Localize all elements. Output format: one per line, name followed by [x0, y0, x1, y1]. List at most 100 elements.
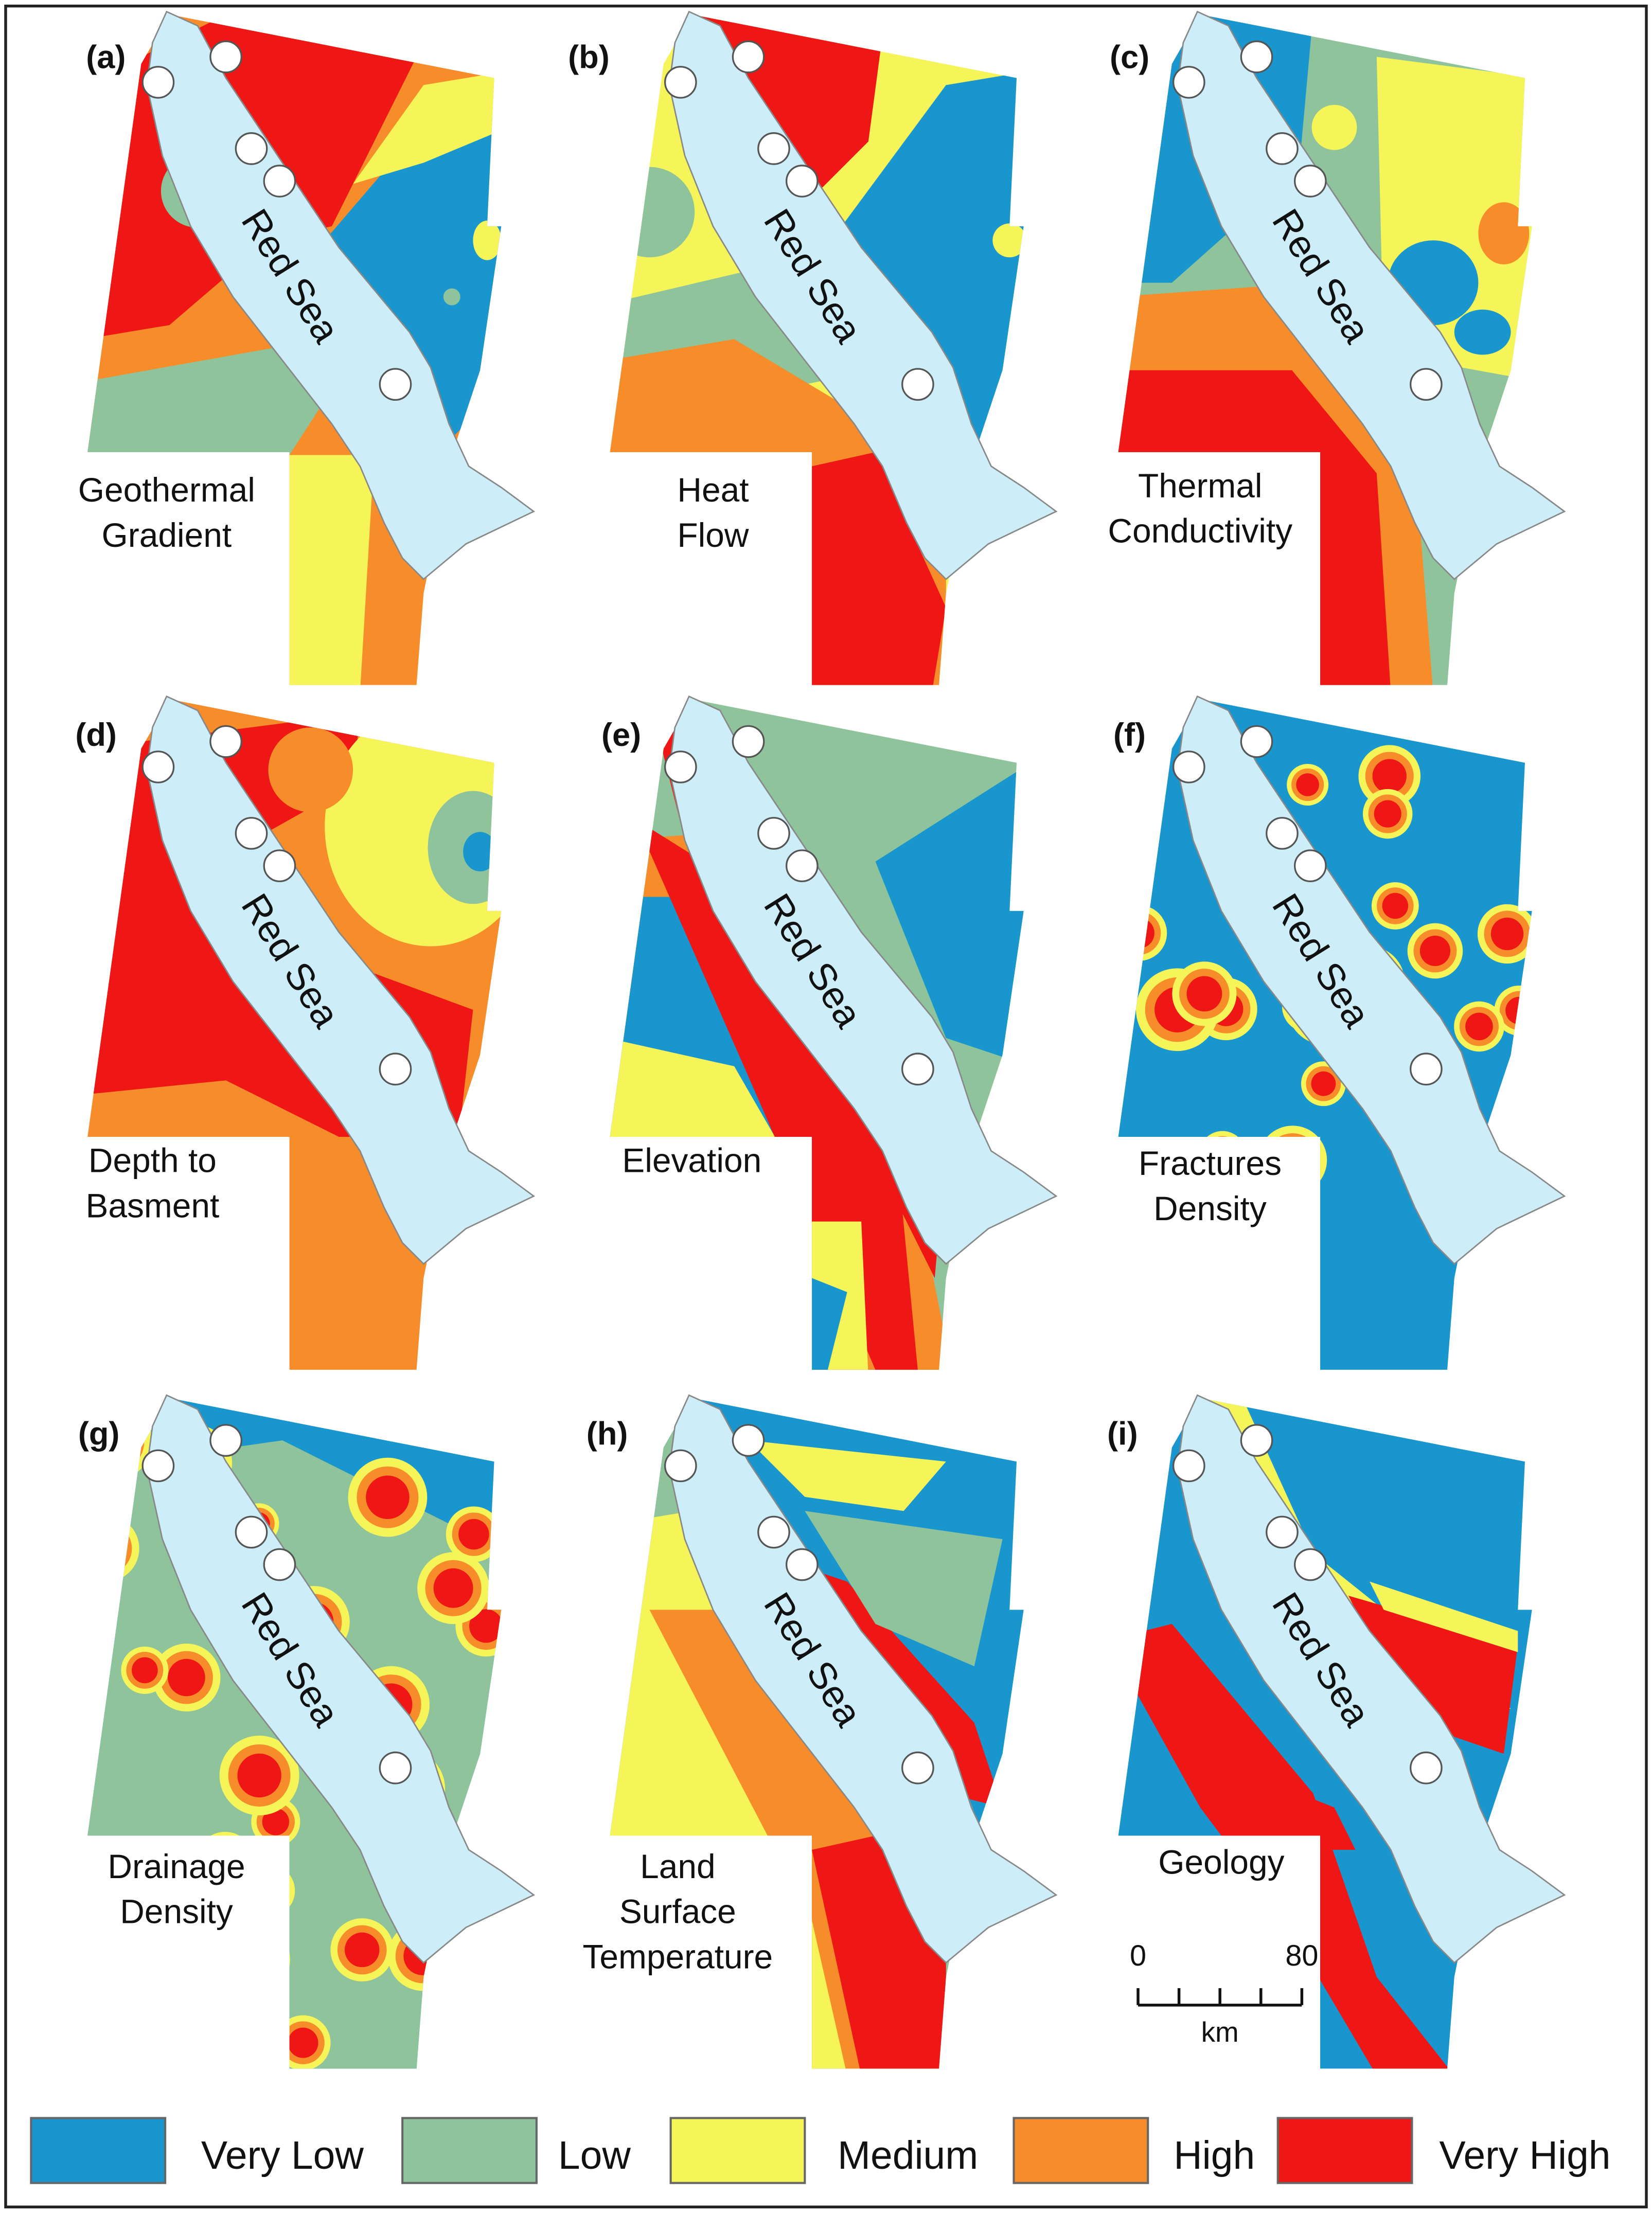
panel-letter: (b) [568, 39, 610, 75]
site-marker [235, 1515, 268, 1549]
legend-swatch [1276, 2117, 1413, 2184]
scale-end: 80 [1285, 1939, 1318, 1972]
map-region [87, 346, 346, 455]
scale-bar: 0 80 km [1130, 1939, 1318, 2048]
map-region [1473, 1277, 1532, 1355]
panel-label: Basment [85, 1186, 219, 1224]
map-region [1478, 202, 1530, 264]
map-region [812, 1278, 847, 1370]
site-marker [141, 1449, 175, 1483]
panel-letter: (c) [1110, 39, 1149, 75]
map-region [289, 455, 375, 685]
map-region [1505, 996, 1532, 1025]
map-region [610, 1038, 777, 1140]
site-marker [786, 849, 819, 882]
map-region [748, 1440, 946, 1511]
map-region [443, 288, 460, 306]
map-region [254, 1876, 283, 1905]
map-region [247, 1870, 289, 1912]
map-region [1370, 1581, 1518, 1652]
site-marker [732, 1424, 765, 1457]
panel-label: Drainage [108, 1847, 245, 1885]
site-marker [1410, 1751, 1443, 1784]
site-marker [235, 817, 268, 850]
site-marker [1294, 165, 1327, 198]
site-marker [209, 1424, 242, 1457]
site-marker [263, 165, 296, 198]
map-region [1454, 309, 1511, 355]
panel-label: Land [640, 1847, 716, 1885]
site-marker [1294, 849, 1327, 882]
map-region [325, 113, 502, 438]
site-marker [1240, 725, 1273, 758]
site-marker [901, 1751, 934, 1784]
map-region [1372, 759, 1407, 793]
map-region [107, 1925, 149, 1968]
map-region [1311, 104, 1357, 150]
panel-letter: (i) [1107, 1416, 1138, 1452]
map-region [469, 1609, 502, 1643]
map-region [458, 1519, 489, 1550]
map-region [288, 2027, 318, 2058]
frame [4, 4, 1648, 2209]
panel-label: Density [1153, 1189, 1267, 1227]
legend-label: Low [558, 2133, 631, 2178]
scale-start: 0 [1130, 1939, 1146, 1972]
site-marker [901, 1052, 934, 1086]
legend-swatch [401, 2117, 538, 2184]
site-marker [786, 165, 819, 198]
site-marker [1410, 1052, 1443, 1086]
site-marker [379, 1052, 412, 1086]
map-region [812, 452, 946, 685]
map-region [1490, 917, 1524, 951]
map-region [344, 1932, 380, 1968]
map-region [132, 1657, 158, 1684]
map-region [1296, 773, 1319, 796]
legend-label: High [1174, 2133, 1255, 2178]
map-region [268, 727, 353, 812]
panel-label: Geology [1158, 1843, 1284, 1881]
map-region [1124, 918, 1154, 949]
site-marker [732, 725, 765, 758]
site-marker [263, 1548, 296, 1581]
panel-letter: (d) [75, 717, 117, 753]
site-marker [1410, 368, 1443, 401]
map-region [1126, 1301, 1173, 1347]
map-region [473, 220, 502, 260]
map-region [87, 1522, 132, 1575]
map-region [1419, 935, 1451, 967]
panel-label: Gradient [102, 516, 232, 554]
map-region [1490, 1294, 1532, 1338]
site-marker [664, 751, 697, 783]
panel-label: Depth to [88, 1141, 217, 1180]
site-marker [664, 1449, 697, 1483]
site-marker [732, 40, 765, 74]
site-marker [209, 725, 242, 758]
panel-label: Heat [677, 471, 749, 509]
legend-swatch [1012, 2117, 1149, 2184]
panel-label: Flow [677, 516, 749, 554]
site-marker [1266, 1515, 1299, 1549]
map-region [1134, 1260, 1187, 1312]
map-region [463, 832, 498, 872]
map-region [87, 1530, 125, 1567]
site-marker [1240, 40, 1273, 74]
panel-letter: (e) [601, 717, 641, 753]
map-region [1141, 1296, 1181, 1336]
panel-label: Elevation [622, 1141, 761, 1180]
panel-label: Thermal [1138, 467, 1263, 505]
map-region [353, 70, 502, 184]
site-marker [1172, 66, 1205, 99]
map-region [1299, 1793, 1356, 1850]
panel-letter: (h) [587, 1416, 628, 1452]
map-region [1118, 1282, 1192, 1366]
site-marker [1266, 132, 1299, 165]
site-marker [757, 132, 790, 165]
site-marker [1294, 1548, 1327, 1581]
site-marker [235, 132, 268, 165]
